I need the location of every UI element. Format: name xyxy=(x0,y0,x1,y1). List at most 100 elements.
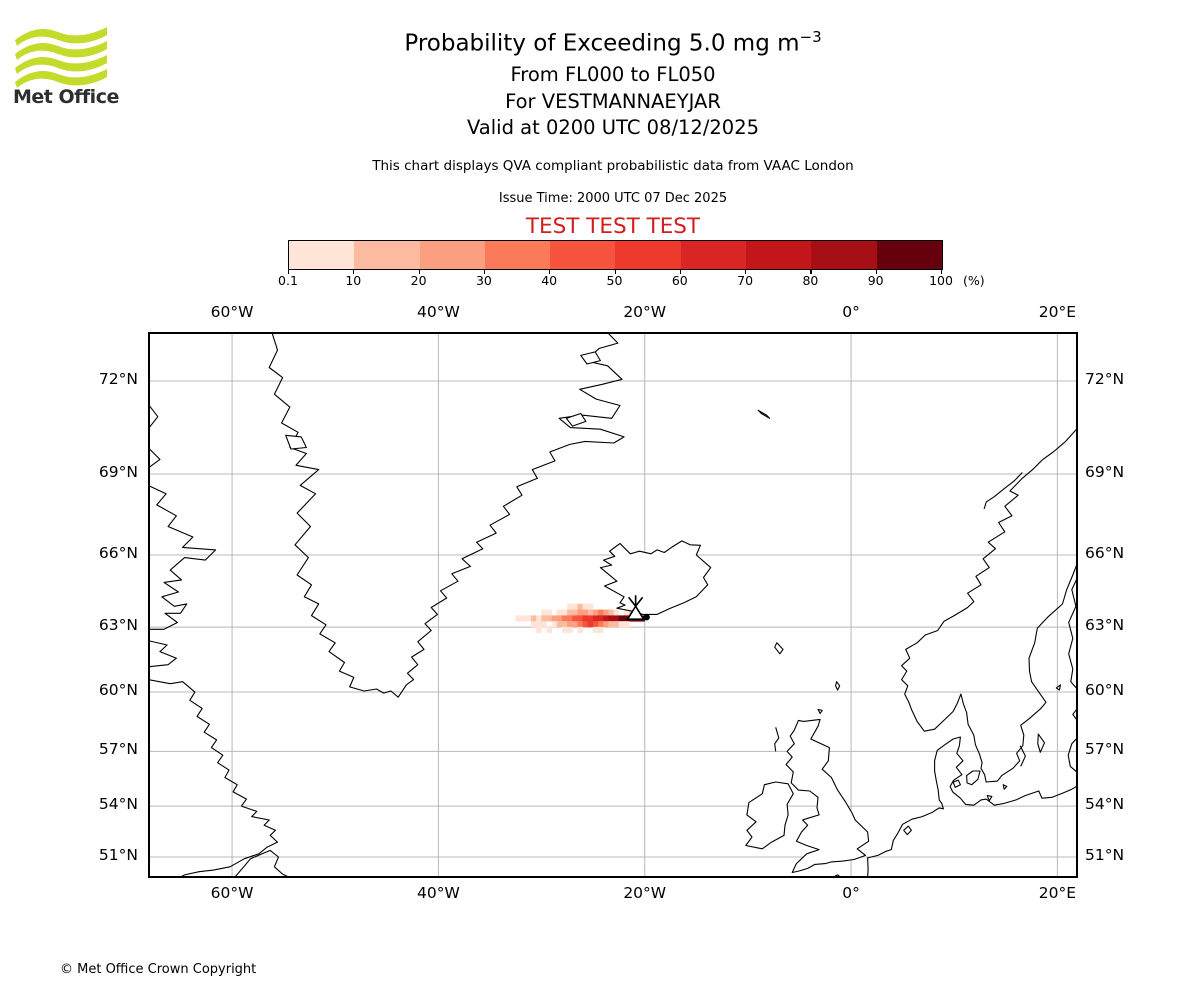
colorbar-tick-label: 50 xyxy=(606,273,623,288)
lon-tick-label: 20°W xyxy=(623,303,667,321)
coastline xyxy=(1002,784,1008,790)
ash-probability-cell xyxy=(572,603,578,610)
ash-probability-cell xyxy=(561,615,568,622)
lon-tick-label: 20°W xyxy=(623,884,667,902)
qva-note: This chart displays QVA compliant probab… xyxy=(372,158,854,174)
ash-probability-cell xyxy=(536,621,542,628)
colorbar-tick-label: 30 xyxy=(475,273,492,288)
ash-probability-cell xyxy=(618,621,625,628)
ash-probability-cell xyxy=(541,609,547,616)
coastline xyxy=(745,781,794,850)
colorbar-segment-10 xyxy=(354,241,420,269)
map-canvas xyxy=(148,332,1078,878)
colorbar-tick xyxy=(810,269,812,274)
ash-probability-cell xyxy=(608,615,614,622)
ash-probability-cell xyxy=(567,609,573,616)
ash-probability-cell xyxy=(531,621,537,628)
ash-probability-cell xyxy=(536,615,542,622)
coastline xyxy=(986,794,993,802)
ash-probability-cell xyxy=(561,626,568,633)
ash-probability-cell xyxy=(551,615,558,622)
colorbar-segment-80 xyxy=(811,241,877,269)
colorbar-segment-70 xyxy=(746,241,812,269)
lat-tick-label: 69°N xyxy=(1085,462,1125,481)
map-frame xyxy=(148,332,1078,878)
ash-probability-cell xyxy=(546,609,553,616)
ash-probability-cell xyxy=(556,621,563,628)
ash-probability-cell xyxy=(592,615,599,622)
ash-probability-cell xyxy=(561,609,568,616)
ash-probability-cell xyxy=(618,615,625,622)
coastline xyxy=(966,770,981,786)
colorbar-tick-label: 20 xyxy=(410,273,427,288)
ash-probability-cell xyxy=(556,615,563,622)
ash-probability-cell xyxy=(531,615,537,622)
coastline xyxy=(580,351,601,365)
ash-probability-cell xyxy=(603,621,609,628)
coastline xyxy=(774,642,784,655)
coastline xyxy=(952,779,961,788)
lat-tick-label: 51°N xyxy=(98,846,138,865)
coastline xyxy=(565,412,587,427)
met-office-logo-text: Met Office xyxy=(13,86,119,108)
chart-title: Probability of Exceeding 5.0 mg m−3 xyxy=(148,28,1078,57)
lat-tick-label: 63°N xyxy=(98,616,138,635)
coastline xyxy=(148,484,217,630)
lat-tick-label: 63°N xyxy=(1085,616,1125,635)
ash-probability-cell xyxy=(623,621,630,628)
colorbar-tick-label: 0.1 xyxy=(278,273,298,288)
ash-probability-cell xyxy=(525,615,532,622)
coastline xyxy=(599,540,712,615)
ash-probability-cell xyxy=(577,621,584,628)
colorbar-tick xyxy=(549,269,551,274)
ash-probability-cell xyxy=(592,626,599,633)
ash-probability-cell xyxy=(567,626,573,633)
colorbar-tick xyxy=(288,269,290,274)
colorbar-tick xyxy=(679,269,681,274)
lat-tick-label: 66°N xyxy=(98,544,138,563)
chart-title-text: Probability of Exceeding 5.0 mg m xyxy=(404,30,800,57)
lat-tick-label: 72°N xyxy=(1085,369,1125,388)
ash-probability-cell xyxy=(592,609,599,616)
issue-time: Issue Time: 2000 UTC 07 Dec 2025 xyxy=(498,191,728,206)
ash-probability-cell xyxy=(577,615,584,622)
volcano-marker xyxy=(626,595,650,621)
test-banner: TEST TEST TEST xyxy=(525,214,701,239)
ash-probability-cell xyxy=(515,615,522,622)
lat-tick-label: 66°N xyxy=(1085,544,1125,563)
lon-tick-label: 0° xyxy=(842,303,860,321)
lon-tick-label: 40°W xyxy=(416,884,460,902)
ash-probability-cell xyxy=(598,609,604,616)
lon-tick-label: 60°W xyxy=(210,303,254,321)
ash-probability-cell xyxy=(608,609,614,616)
ash-probability-cell xyxy=(556,609,563,616)
coastline xyxy=(903,825,912,836)
ash-probability-cell xyxy=(587,603,594,610)
coastline xyxy=(233,849,292,878)
coastline xyxy=(148,640,177,668)
ash-probability-cell xyxy=(598,626,604,633)
lon-tick-label: 0° xyxy=(842,884,860,902)
coastline xyxy=(148,679,279,878)
ash-probability-cell xyxy=(603,615,609,622)
coastline xyxy=(817,708,823,714)
colorbar-tick xyxy=(745,269,747,274)
lon-tick-label: 20°E xyxy=(1038,884,1076,902)
ash-probability-cell xyxy=(623,609,630,616)
ash-probability-cell xyxy=(623,615,630,622)
colorbar-unit-label: (%) xyxy=(963,273,985,288)
ash-probability-cell xyxy=(561,621,568,628)
lat-tick-label: 54°N xyxy=(98,795,138,814)
ash-probability-cell xyxy=(582,609,589,616)
colorbar-tick xyxy=(483,269,486,274)
colorbar-tick-label: 10 xyxy=(345,273,362,288)
colorbar-segment-0.1 xyxy=(289,241,355,269)
colorbar-tick xyxy=(418,269,420,274)
ash-probability-cell xyxy=(577,609,584,616)
colorbar-tick-label: 60 xyxy=(671,273,688,288)
lat-tick-label: 69°N xyxy=(98,462,138,481)
coastline xyxy=(1067,736,1078,774)
ash-probability-cell xyxy=(577,626,584,633)
lat-tick-label: 57°N xyxy=(1085,740,1125,759)
